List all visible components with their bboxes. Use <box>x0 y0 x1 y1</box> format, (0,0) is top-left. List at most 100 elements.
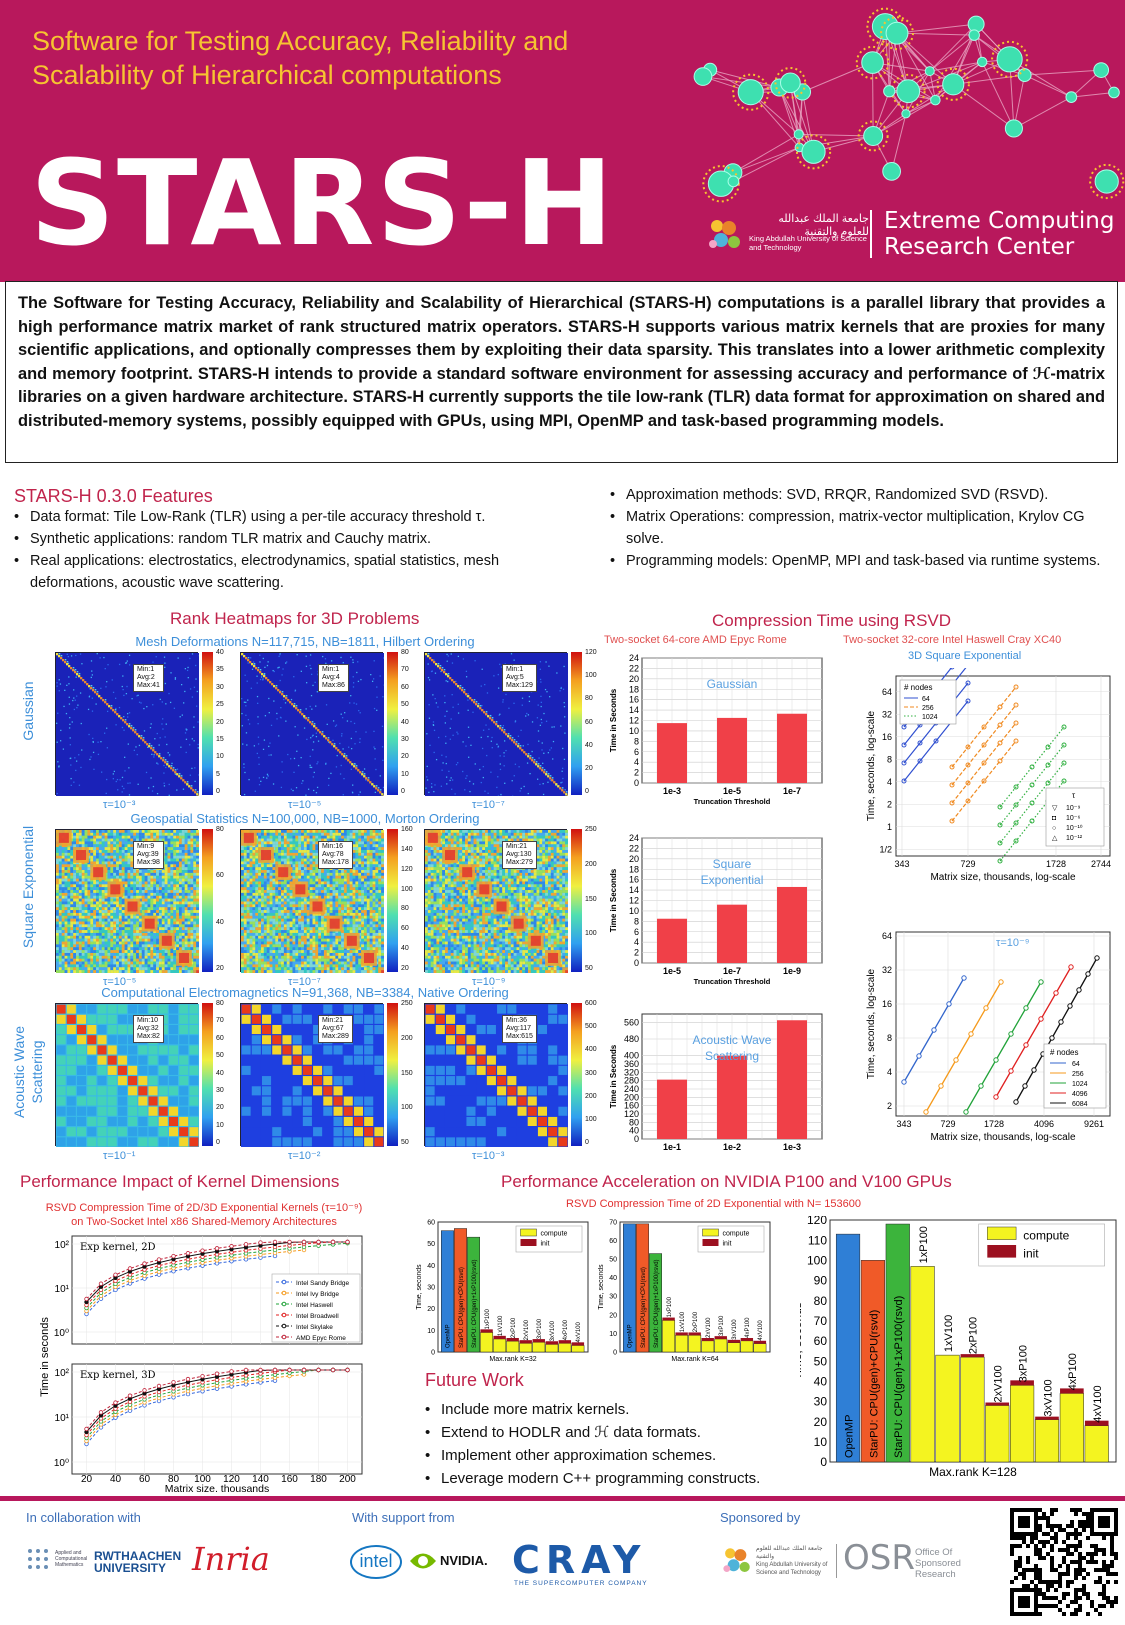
heatmap-cell <box>75 654 77 657</box>
heatmap-cell <box>87 864 91 868</box>
heatmap-cell <box>90 850 94 853</box>
heatmap-cell <box>67 967 71 971</box>
heatmap-cell <box>64 958 68 962</box>
heatmap-cell <box>378 855 382 859</box>
heatmap-cell <box>121 838 125 842</box>
heatmap-cell <box>81 663 83 665</box>
heatmap-cell <box>58 915 62 919</box>
heatmap-cell <box>116 944 119 948</box>
heatmap-cell <box>335 887 339 891</box>
heatmap-cell <box>96 921 99 925</box>
heatmap-cell <box>176 887 179 891</box>
heatmap-diag <box>94 691 97 694</box>
heatmap-cell <box>263 867 267 871</box>
colorbar-tick: 0 <box>401 788 405 795</box>
heatmap-cell <box>170 881 174 885</box>
heatmap-cell <box>332 872 336 876</box>
heatmap-cell <box>312 841 316 845</box>
heatmap-cell <box>178 912 182 916</box>
heatmap-cell <box>98 832 102 836</box>
heatmap-cell <box>73 689 75 691</box>
heatmap-cell <box>78 904 82 908</box>
heatmap-diag <box>299 709 302 711</box>
heatmap-cell <box>315 838 319 842</box>
heatmap-cell <box>552 740 555 743</box>
heatmap-diag <box>495 723 498 726</box>
heatmap-diag <box>367 777 370 779</box>
heatmap-cell <box>158 830 162 833</box>
heatmap-cell <box>187 938 191 942</box>
heatmap-cell <box>332 720 335 722</box>
heatmap-cell <box>335 881 339 885</box>
heatmap-cell <box>249 852 253 856</box>
heatmap-cell <box>118 910 122 913</box>
heatmap-cell <box>317 740 320 742</box>
heatmap-cell <box>190 890 194 893</box>
heatmap-cell <box>133 952 137 956</box>
heatmap-cell <box>147 967 151 971</box>
heatmap-cell <box>184 924 188 928</box>
heatmap-cell <box>355 855 359 859</box>
heatmap-cell <box>141 881 145 885</box>
heatmap-cell <box>107 947 111 951</box>
heatmap-cell <box>451 662 454 664</box>
heatmap-cell <box>466 775 468 777</box>
heatmap-cell <box>170 858 174 862</box>
heatmap-cell <box>341 881 344 885</box>
heatmap-cell <box>341 884 344 888</box>
heatmap-cell <box>90 921 94 925</box>
heatmap-cell <box>468 756 470 758</box>
network-node <box>793 129 804 140</box>
heatmap-cell <box>144 884 148 888</box>
heatmap-cell <box>118 706 121 709</box>
heatmap-cell <box>156 961 159 965</box>
heatmap-cell <box>98 921 102 925</box>
heatmap-cell <box>121 841 125 845</box>
heatmap-cell <box>121 912 125 916</box>
heatmap-diag <box>180 775 183 777</box>
heatmap-cell <box>161 878 165 882</box>
heatmap-cell <box>193 927 197 931</box>
heatmap-cell <box>303 835 307 839</box>
heatmap-cell <box>73 921 77 925</box>
heatmap-cell <box>158 924 162 928</box>
heatmap-cell <box>70 955 74 959</box>
heatmap-cell <box>488 728 490 730</box>
heatmap-cell <box>252 864 256 868</box>
heatmap-cell <box>130 844 134 848</box>
feature-item: Synthetic applications: random TLR matri… <box>14 528 574 550</box>
ecrc-line-2: Research Center <box>884 234 1075 260</box>
heatmap-diag <box>441 667 444 669</box>
heatmap-cell <box>480 685 482 687</box>
heatmap-cell <box>170 895 174 899</box>
colorbar-tick: 20 <box>216 965 224 972</box>
heatmap-cell <box>181 967 185 971</box>
heatmap-cell <box>295 864 299 868</box>
heatmap-cell <box>279 653 281 655</box>
heatmap-cell <box>98 855 102 859</box>
heatmap-diag <box>142 737 145 739</box>
heatmap-cell <box>187 858 191 862</box>
heatmap-cell <box>56 947 59 951</box>
heatmap-diag <box>561 789 564 792</box>
heatmap-cell <box>124 941 128 945</box>
heatmap-cell <box>136 830 139 833</box>
heatmap-cell <box>283 841 287 845</box>
heatmap-cell <box>184 907 188 911</box>
heatmap-cell <box>87 941 91 945</box>
heatmap-cell <box>352 686 355 688</box>
heatmap-cell <box>90 930 94 933</box>
heatmap-cell <box>118 924 122 928</box>
heatmap-cell <box>281 855 284 859</box>
heatmap-cell <box>170 918 174 922</box>
heatmap-stat: Min:1 <box>322 666 340 673</box>
heatmap-cell <box>301 830 304 833</box>
heatmap-cell <box>124 855 128 859</box>
network-edge <box>1013 74 1026 129</box>
heatmap-cell <box>141 961 145 965</box>
heatmap-cell <box>184 667 187 670</box>
heatmap-cell <box>150 910 154 913</box>
heatmap-cell <box>58 861 62 865</box>
heatmap-cell <box>190 947 194 951</box>
heatmap-cell <box>164 887 168 891</box>
